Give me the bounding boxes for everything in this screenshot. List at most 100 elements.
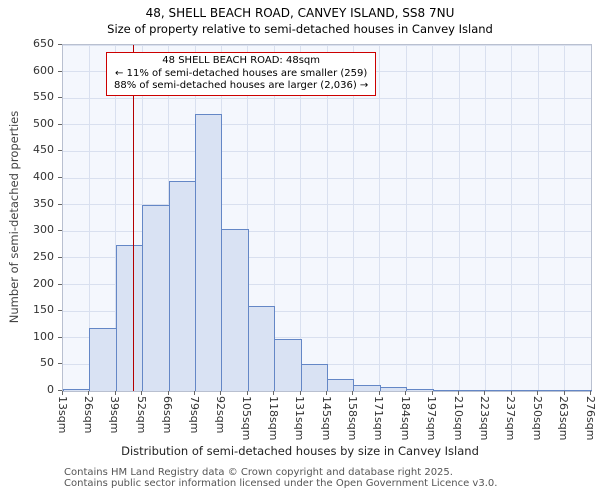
- gridline-vertical: [326, 45, 328, 391]
- y-tick-mark: [58, 310, 62, 312]
- x-tick-mark: [88, 391, 90, 395]
- x-tick-mark: [537, 391, 539, 395]
- y-tick-mark: [58, 150, 62, 152]
- x-tick-label: 52sqm: [134, 396, 148, 434]
- gridline-vertical: [432, 45, 434, 391]
- histogram-bar: [485, 390, 513, 392]
- histogram-bar: [459, 390, 487, 392]
- gridline-vertical: [352, 45, 354, 391]
- y-tick-label: 0: [47, 383, 54, 396]
- x-tick-label: 66sqm: [161, 396, 175, 434]
- plot-area: [62, 44, 592, 392]
- x-tick-label: 276sqm: [583, 396, 597, 441]
- x-tick-label: 184sqm: [398, 396, 412, 441]
- x-tick-label: 131sqm: [293, 396, 307, 441]
- x-tick-mark: [352, 391, 354, 395]
- footer-attribution-1: Contains HM Land Registry data © Crown c…: [64, 467, 453, 478]
- x-tick-mark: [167, 391, 169, 395]
- y-tick-label: 150: [33, 303, 54, 317]
- histogram-bar: [327, 379, 355, 391]
- x-tick-label: 105sqm: [240, 396, 254, 441]
- x-tick-label: 210sqm: [451, 396, 465, 441]
- chart-title: 48, SHELL BEACH ROAD, CANVEY ISLAND, SS8…: [145, 6, 455, 20]
- x-tick-mark: [141, 391, 143, 395]
- histogram-bar: [538, 390, 566, 392]
- histogram-bar: [300, 364, 328, 391]
- histogram-bar: [406, 388, 434, 391]
- x-tick-mark: [405, 391, 407, 395]
- x-tick-mark: [484, 391, 486, 395]
- histogram-bar: [247, 305, 276, 391]
- histogram-bar: [142, 204, 170, 391]
- histogram-bar: [274, 338, 302, 391]
- histogram-bar: [195, 114, 223, 391]
- gridline-vertical: [273, 45, 275, 391]
- gridline-vertical: [88, 45, 90, 391]
- annotation-line-3: 88% of semi-detached houses are larger (…: [114, 80, 369, 91]
- x-tick-mark: [563, 391, 565, 395]
- histogram-bar: [353, 384, 381, 391]
- x-tick-label: 145sqm: [319, 396, 333, 441]
- gridline-vertical: [379, 45, 381, 391]
- y-tick-mark: [58, 70, 62, 72]
- gridline-vertical: [247, 45, 249, 391]
- x-tick-label: 223sqm: [477, 396, 491, 441]
- x-tick-mark: [114, 391, 116, 395]
- y-tick-mark: [58, 177, 62, 179]
- x-tick-mark: [590, 391, 591, 395]
- histogram-bar: [89, 328, 117, 391]
- histogram-bar: [564, 390, 592, 392]
- x-tick-label: 79sqm: [187, 396, 201, 434]
- histogram-bar: [63, 389, 91, 391]
- x-tick-mark: [194, 391, 195, 395]
- y-tick-label: 50: [40, 356, 54, 370]
- x-tick-mark: [299, 391, 301, 395]
- y-tick-label: 650: [33, 37, 54, 50]
- gridline-vertical: [115, 45, 117, 391]
- y-tick-label: 350: [33, 196, 54, 210]
- x-tick-label: 158sqm: [345, 396, 359, 441]
- x-tick-mark: [220, 391, 222, 395]
- x-tick-mark: [273, 391, 275, 395]
- x-tick-label: 39sqm: [108, 396, 122, 434]
- x-tick-mark: [62, 391, 63, 395]
- x-tick-label: 197sqm: [425, 396, 439, 441]
- gridline-vertical: [300, 45, 302, 391]
- y-tick-label: 300: [33, 223, 54, 237]
- y-tick-label: 200: [33, 276, 54, 290]
- histogram-bar: [511, 389, 540, 391]
- x-tick-mark: [326, 391, 327, 395]
- y-tick-mark: [58, 203, 62, 205]
- gridline-vertical: [458, 45, 460, 391]
- x-tick-mark: [431, 391, 433, 395]
- y-tick-mark: [58, 97, 62, 99]
- property-size-marker-line: [132, 45, 135, 391]
- gridline-vertical: [537, 45, 539, 391]
- y-tick-mark: [58, 123, 62, 125]
- y-tick-mark: [58, 336, 62, 338]
- y-tick-mark: [58, 230, 62, 232]
- x-tick-label: 13sqm: [55, 396, 69, 434]
- histogram-bar: [168, 180, 196, 391]
- x-axis-label: Distribution of semi-detached houses by …: [121, 444, 479, 458]
- y-tick-mark: [58, 390, 62, 391]
- y-tick-mark: [58, 283, 62, 285]
- gridline-vertical: [405, 45, 407, 391]
- gridline-vertical: [564, 45, 566, 391]
- footer-attribution-2: Contains public sector information licen…: [64, 478, 498, 489]
- y-tick-label: 600: [33, 63, 54, 77]
- y-tick-mark: [58, 44, 62, 45]
- annotation-line-1: 48 SHELL BEACH ROAD: 48sqm: [162, 55, 320, 66]
- x-tick-label: 171sqm: [372, 396, 386, 441]
- x-tick-label: 250sqm: [530, 396, 544, 441]
- y-tick-label: 550: [33, 90, 54, 104]
- x-tick-mark: [458, 391, 459, 395]
- y-tick-mark: [58, 363, 62, 365]
- x-tick-mark: [378, 391, 380, 395]
- y-tick-mark: [58, 256, 62, 258]
- y-tick-label: 500: [33, 116, 54, 130]
- y-tick-label: 400: [33, 170, 54, 184]
- annotation-box: 48 SHELL BEACH ROAD: 48sqm ← 11% of semi…: [106, 52, 377, 96]
- gridline-vertical: [484, 45, 486, 391]
